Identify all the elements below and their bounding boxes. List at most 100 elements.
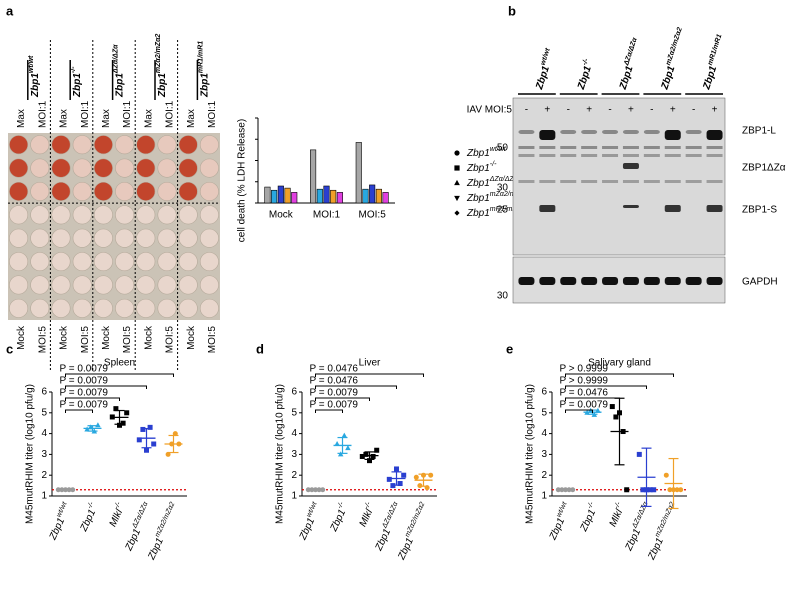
bar bbox=[271, 189, 278, 204]
band bbox=[581, 154, 598, 157]
band bbox=[539, 146, 556, 149]
point bbox=[120, 420, 126, 426]
panel-letter: d bbox=[256, 341, 264, 356]
well bbox=[136, 181, 156, 201]
point bbox=[136, 437, 142, 443]
bar bbox=[362, 188, 369, 204]
point bbox=[147, 424, 153, 430]
y-axis-label: M45mutRHIM titer (log10 pfu/g) bbox=[525, 384, 536, 524]
significance-bracket bbox=[315, 397, 370, 401]
well bbox=[199, 158, 219, 178]
y-tick-label: 5 bbox=[291, 407, 297, 418]
well bbox=[9, 252, 29, 272]
p-value: P > 0.9999 bbox=[560, 364, 609, 375]
y-tick-label: 2 bbox=[41, 470, 47, 481]
plate-top-label: MOI:1 bbox=[37, 100, 48, 128]
band bbox=[685, 146, 702, 149]
point bbox=[394, 466, 399, 472]
band bbox=[706, 180, 723, 183]
well bbox=[115, 275, 135, 295]
bar bbox=[369, 184, 376, 204]
band bbox=[560, 154, 577, 157]
significance-bracket bbox=[65, 409, 93, 413]
significance-bracket bbox=[565, 385, 647, 389]
point bbox=[636, 451, 642, 457]
band bbox=[539, 154, 556, 157]
band bbox=[664, 130, 681, 140]
well bbox=[178, 205, 198, 225]
band bbox=[539, 180, 556, 183]
significance-bracket bbox=[565, 397, 620, 401]
mw-marker: 30 bbox=[497, 183, 509, 194]
plate-top-label: MOI:1 bbox=[207, 100, 218, 128]
well bbox=[157, 135, 177, 155]
well bbox=[51, 135, 71, 155]
p-value: P > 0.9999 bbox=[560, 376, 609, 387]
well bbox=[9, 228, 29, 248]
band bbox=[706, 277, 723, 285]
point bbox=[165, 451, 171, 457]
well bbox=[178, 228, 198, 248]
well bbox=[178, 158, 198, 178]
well bbox=[178, 252, 198, 272]
well bbox=[51, 181, 71, 201]
point bbox=[334, 441, 340, 446]
plate-bottom-label: MOI:5 bbox=[122, 326, 133, 354]
y-tick-label: 2 bbox=[541, 470, 547, 481]
band bbox=[539, 205, 556, 212]
point bbox=[667, 487, 673, 493]
y-tick-label: 2 bbox=[291, 470, 297, 481]
point bbox=[609, 404, 615, 410]
mw-marker: 30 bbox=[497, 291, 509, 302]
lane-sign: - bbox=[608, 105, 611, 116]
lane-sign: + bbox=[712, 105, 718, 116]
point bbox=[401, 472, 407, 478]
y-axis-label: M45mutRHIM titer (log10 pfu/g) bbox=[275, 384, 286, 524]
well bbox=[72, 181, 92, 201]
band bbox=[602, 277, 619, 285]
band bbox=[581, 130, 598, 134]
band bbox=[560, 180, 577, 183]
p-value: P = 0.0476 bbox=[310, 364, 359, 375]
bar bbox=[355, 142, 362, 204]
point bbox=[117, 422, 122, 428]
y-tick-label: 4 bbox=[41, 428, 47, 439]
significance-bracket bbox=[65, 397, 120, 401]
band bbox=[581, 180, 598, 183]
band bbox=[518, 154, 535, 157]
panel-letter: a bbox=[6, 3, 14, 18]
well bbox=[72, 252, 92, 272]
band bbox=[539, 130, 556, 140]
well bbox=[199, 298, 219, 318]
band bbox=[622, 163, 639, 169]
p-value: P = 0.0079 bbox=[60, 376, 109, 387]
point bbox=[640, 487, 646, 493]
well bbox=[157, 298, 177, 318]
point bbox=[397, 481, 403, 487]
well bbox=[72, 275, 92, 295]
y-tick-label: 6 bbox=[541, 387, 547, 398]
well bbox=[9, 205, 29, 225]
legend-marker bbox=[454, 179, 460, 186]
point bbox=[647, 487, 653, 493]
p-value: P = 0.0079 bbox=[310, 388, 359, 399]
p-value: P = 0.0476 bbox=[310, 376, 359, 387]
band bbox=[664, 277, 681, 285]
well bbox=[199, 181, 219, 201]
bar bbox=[330, 189, 337, 204]
well bbox=[136, 252, 156, 272]
well bbox=[72, 158, 92, 178]
band bbox=[560, 130, 577, 134]
well bbox=[9, 135, 29, 155]
well bbox=[136, 205, 156, 225]
plate-top-label: Max bbox=[143, 109, 154, 128]
well bbox=[178, 135, 198, 155]
band bbox=[581, 146, 598, 149]
band bbox=[706, 146, 723, 149]
well bbox=[199, 228, 219, 248]
y-tick-label: 3 bbox=[291, 449, 297, 460]
well bbox=[30, 205, 50, 225]
legend-marker bbox=[454, 150, 460, 156]
well bbox=[30, 181, 50, 201]
